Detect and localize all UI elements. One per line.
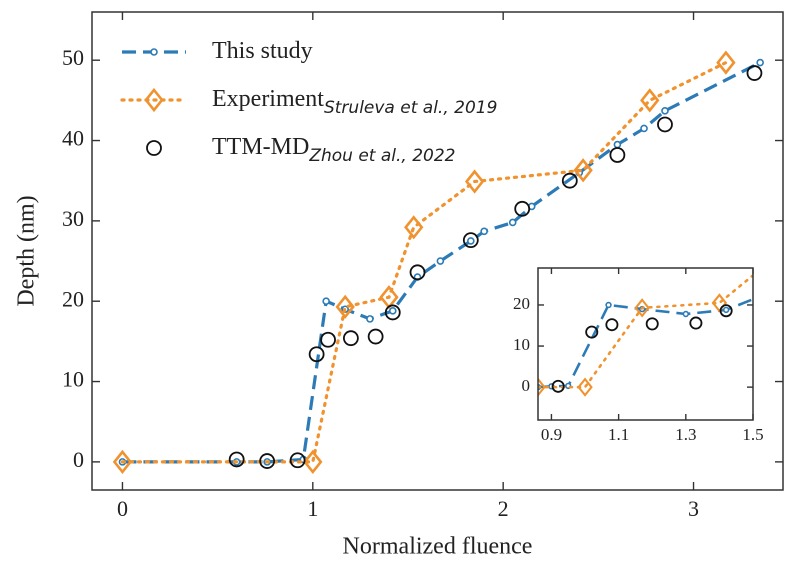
marker <box>467 237 475 245</box>
x-tick-label: 3 <box>688 496 699 521</box>
plot: 0.9 1.1 1.3 1.5 0 10 20 <box>513 267 764 444</box>
y-tick-label: 20 <box>513 294 530 313</box>
x-tick-label: 0.9 <box>541 425 562 444</box>
marker <box>573 158 593 183</box>
marker <box>538 377 546 397</box>
x-tick-label: 1.5 <box>742 425 763 444</box>
marker <box>436 257 445 265</box>
marker <box>645 317 659 331</box>
series-line <box>538 273 753 389</box>
y-tick-label: 50 <box>62 45 84 70</box>
marker <box>640 124 648 133</box>
marker <box>682 310 690 318</box>
y-tick-label: 40 <box>62 126 84 151</box>
marker <box>508 218 517 227</box>
y-tick-label: 20 <box>62 286 84 311</box>
marker <box>722 306 730 314</box>
y-tick-label: 30 <box>62 206 84 231</box>
marker <box>112 449 133 474</box>
y-tick-label: 0 <box>522 376 531 395</box>
marker <box>404 215 424 240</box>
legend-label: This study <box>212 38 313 64</box>
legend-label: TTM-MDZhou et al., 2022 <box>212 134 455 167</box>
data-layer <box>112 50 764 474</box>
y-tick-label: 0 <box>73 447 84 472</box>
x-tick-label: 1.3 <box>675 425 696 444</box>
marker <box>514 200 531 217</box>
x-tick-label: 2 <box>498 496 509 521</box>
marker <box>605 301 612 309</box>
marker <box>657 116 673 133</box>
marker <box>228 451 245 468</box>
x-tick-label: 0 <box>117 496 128 521</box>
legend-citation: Zhou et al., 2022 <box>308 146 455 166</box>
marker <box>605 318 619 332</box>
data-layer <box>538 273 753 397</box>
legend-name: TTM-MD <box>212 134 309 160</box>
series-line <box>120 61 728 464</box>
marker <box>561 172 578 189</box>
marker <box>756 58 764 67</box>
marker <box>689 316 703 330</box>
plot-frame <box>537 267 754 421</box>
marker <box>480 227 488 236</box>
legend-label: ExperimentStruleva et al., 2019 <box>212 86 497 119</box>
marker <box>335 294 355 319</box>
marker <box>366 315 374 323</box>
marker <box>719 304 733 318</box>
x-tick-label: 1 <box>307 496 318 521</box>
marker <box>384 304 401 321</box>
marker <box>303 449 323 474</box>
plot-frame <box>91 11 784 491</box>
marker <box>585 325 599 339</box>
marker <box>144 87 164 113</box>
marker <box>322 297 330 306</box>
x-axis-label: Normalized fluence <box>343 534 533 560</box>
marker <box>613 140 622 149</box>
marker <box>367 328 384 345</box>
marker <box>320 331 336 348</box>
marker <box>308 346 325 363</box>
marker <box>462 232 479 249</box>
marker <box>634 298 650 318</box>
marker <box>551 379 565 393</box>
marker <box>711 293 728 313</box>
marker <box>342 330 359 347</box>
marker <box>464 169 485 194</box>
legend: This study ExperimentStruleva et al., 201… <box>120 38 497 167</box>
marker <box>661 107 669 115</box>
y-tick-label: 10 <box>513 335 530 354</box>
y-tick-label: 10 <box>62 367 84 392</box>
legend-name: This study <box>212 38 313 64</box>
legend-citation: Struleva et al., 2019 <box>324 98 497 118</box>
marker <box>746 65 763 81</box>
plot-area <box>538 268 753 420</box>
marker <box>716 50 736 75</box>
x-tick-label: 1.1 <box>608 425 629 444</box>
marker <box>150 48 158 56</box>
y-axis-label: Depth (nm) <box>14 195 40 306</box>
marker <box>640 88 660 113</box>
marker <box>577 377 593 397</box>
marker <box>388 307 397 315</box>
marker <box>609 147 626 163</box>
marker <box>409 264 426 281</box>
legend-name: Experiment <box>212 86 324 112</box>
marker <box>289 452 306 469</box>
marker <box>259 453 276 469</box>
marker <box>146 140 162 156</box>
